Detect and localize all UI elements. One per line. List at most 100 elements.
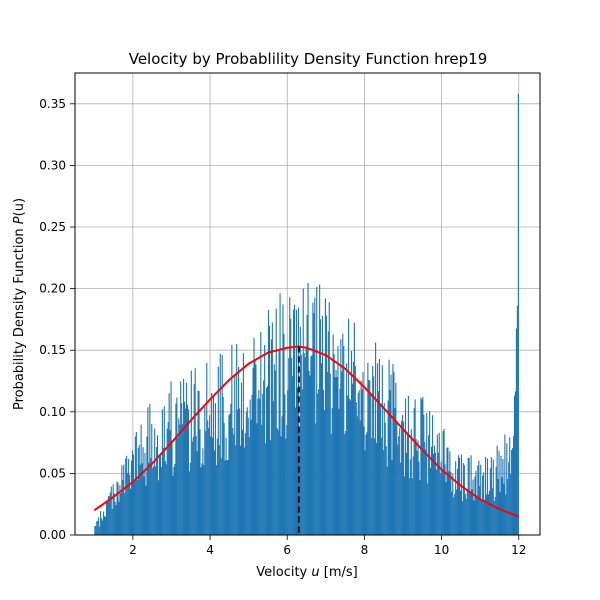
- histogram-bar: [357, 392, 359, 535]
- histogram-bar: [481, 499, 483, 535]
- histogram-bar: [485, 457, 487, 535]
- histogram-bar: [500, 455, 502, 535]
- histogram-bar: [281, 416, 283, 535]
- histogram-bar: [104, 516, 107, 535]
- histogram-bar: [172, 475, 174, 535]
- histogram-bar: [352, 361, 354, 535]
- histogram-bar: [506, 443, 508, 535]
- histogram-bar: [445, 482, 447, 535]
- histogram-bar: [176, 397, 178, 535]
- histogram-bar: [201, 463, 203, 535]
- histogram-bar: [421, 399, 423, 535]
- histogram-bar: [451, 491, 453, 535]
- histogram-bar: [428, 435, 430, 535]
- histogram-bar: [466, 489, 468, 535]
- histogram-bar: [469, 492, 471, 535]
- x-tick-label: 12: [511, 543, 526, 557]
- histogram-bar: [371, 438, 373, 535]
- histogram-bar: [130, 460, 133, 535]
- histogram-bar: [156, 447, 158, 535]
- histogram-bar: [99, 526, 101, 535]
- histogram-bar: [399, 427, 401, 535]
- y-tick-label: 0.20: [39, 282, 66, 296]
- histogram-bar: [471, 489, 473, 535]
- histogram-bar: [404, 398, 407, 535]
- histogram-bar: [389, 390, 391, 535]
- histogram-bar: [178, 418, 180, 535]
- histogram-bar: [184, 401, 186, 535]
- histogram-bar: [209, 415, 211, 535]
- x-axis-label: Velocity u [m/s]: [256, 565, 357, 580]
- histogram-bar: [254, 360, 256, 535]
- histogram-bar: [204, 406, 206, 535]
- histogram-bar: [233, 434, 235, 535]
- histogram-bar: [391, 459, 393, 535]
- histogram-bar: [381, 365, 383, 535]
- histogram-bar: [190, 370, 192, 535]
- histogram-bar: [239, 445, 242, 535]
- histogram-bar: [410, 429, 412, 535]
- histogram-bar: [213, 450, 216, 535]
- histogram-bar: [353, 322, 355, 535]
- y-axis-label-symbol: P: [12, 216, 27, 224]
- histogram-bar: [332, 334, 334, 535]
- histogram-bar: [454, 493, 456, 535]
- histogram-bar: [159, 455, 162, 535]
- histogram-bar: [196, 451, 198, 535]
- histogram-bar: [382, 450, 384, 535]
- histogram-bars: [94, 93, 519, 535]
- histogram-bar: [294, 407, 297, 535]
- histogram-bar: [155, 466, 157, 535]
- histogram-bar: [423, 414, 425, 535]
- histogram-bar: [203, 465, 205, 535]
- histogram-bar: [150, 457, 152, 535]
- histogram-bar: [355, 402, 357, 535]
- histogram-bar: [170, 381, 172, 535]
- histogram-bar: [271, 322, 273, 535]
- histogram-bar: [314, 297, 316, 535]
- histogram-bar: [510, 473, 512, 535]
- histogram-bar: [146, 436, 148, 535]
- histogram-bar: [433, 445, 435, 535]
- histogram-bar: [436, 434, 438, 535]
- histogram-bar: [289, 297, 291, 535]
- histogram-bar: [228, 415, 230, 535]
- histogram-bar: [321, 315, 324, 535]
- histogram-bar: [496, 445, 498, 535]
- histogram-bar: [168, 393, 170, 535]
- histogram-bar: [447, 447, 449, 535]
- histogram-bar: [484, 499, 486, 535]
- histogram-bar: [344, 434, 346, 535]
- histogram-bar: [256, 423, 258, 535]
- histogram-bar: [461, 501, 463, 535]
- histogram-bar: [207, 420, 209, 535]
- histogram-bar: [100, 511, 102, 535]
- histogram-bar: [426, 413, 428, 535]
- histogram-bar: [435, 469, 437, 535]
- histogram-bar: [444, 464, 446, 535]
- histogram-bar: [442, 430, 444, 535]
- histogram-bar: [290, 318, 292, 535]
- histogram-bar: [448, 471, 450, 535]
- histogram-bar: [364, 450, 366, 535]
- histogram-bar: [392, 364, 394, 535]
- histogram-bar: [370, 392, 372, 535]
- histogram-bar: [337, 346, 339, 535]
- histogram-bar: [493, 500, 495, 535]
- y-axis-ticks: 0.00 0.05 0.10 0.15 0.20 0.25 0.30 0.35: [39, 97, 75, 542]
- histogram-bar: [126, 455, 128, 535]
- histogram-bar: [377, 391, 380, 535]
- histogram-bar: [331, 407, 333, 535]
- histogram-bar: [323, 409, 326, 535]
- y-tick-label: 0.30: [39, 158, 66, 172]
- histogram-bar: [149, 404, 151, 535]
- histogram-bar: [405, 452, 408, 535]
- histogram-bar: [504, 434, 506, 535]
- y-tick-label: 0.35: [39, 97, 66, 111]
- histogram-bar: [174, 463, 176, 535]
- histogram-bar: [367, 362, 369, 535]
- histogram-bar: [340, 339, 342, 535]
- chart-title: Velocity by Probablility Density Functio…: [129, 50, 488, 68]
- histogram-bar: [325, 315, 327, 535]
- histogram-bar: [473, 500, 475, 535]
